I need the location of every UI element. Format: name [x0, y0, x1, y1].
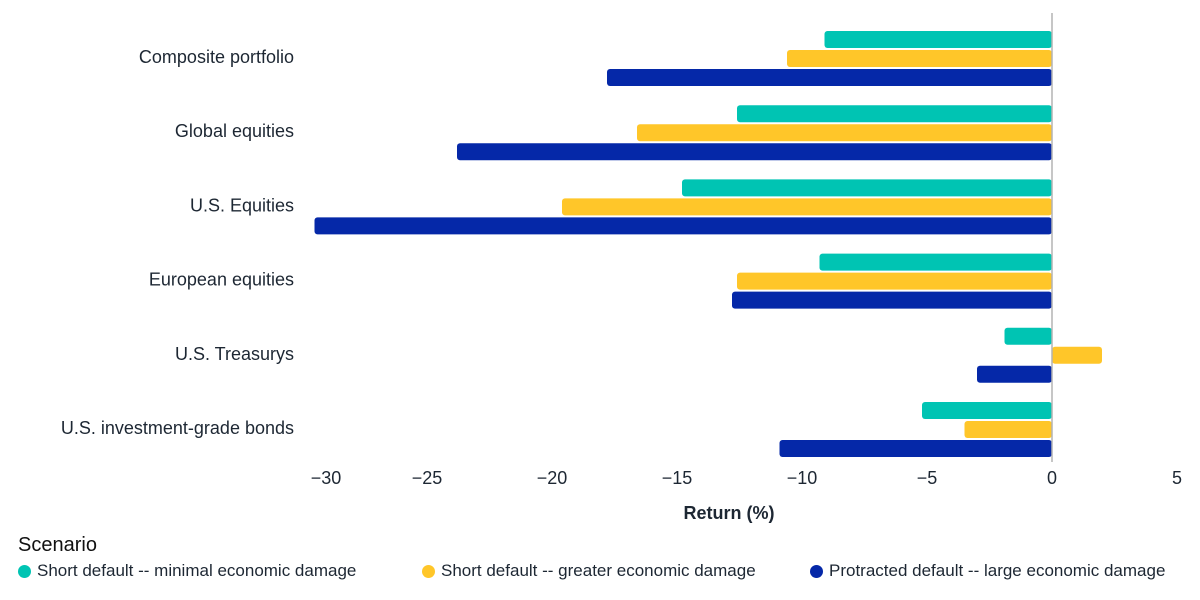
x-tick-label: 5: [1172, 468, 1182, 488]
legend-dot-icon: [18, 564, 31, 578]
x-tick-label: −5: [917, 468, 938, 488]
bar-0-0: [824, 31, 1052, 48]
category-label: European equities: [149, 270, 294, 290]
x-axis-title: Return (%): [684, 503, 775, 523]
bar-5-2: [779, 440, 1052, 457]
bar-0-1: [787, 50, 1052, 67]
legend-item[interactable]: Protracted default -- large economic dam…: [810, 561, 1165, 581]
bar-4-0: [1004, 327, 1052, 345]
category-label: U.S. Treasurys: [175, 344, 294, 364]
bar-1-1: [637, 124, 1052, 142]
bar-3-2: [732, 291, 1052, 309]
bar-2-1: [562, 198, 1052, 216]
bar-1-0: [737, 105, 1052, 123]
legend-items: Short default -- minimal economic damage…: [18, 561, 1198, 585]
x-tick-label: 0: [1047, 468, 1057, 488]
bar-4-1: [1052, 346, 1102, 364]
bar-0-2: [607, 69, 1052, 86]
bar-2-0: [682, 179, 1052, 197]
legend-dot-icon: [810, 564, 823, 578]
x-tick-label: −15: [662, 468, 693, 488]
legend-dot-icon: [422, 564, 435, 578]
category-label: U.S. investment-grade bonds: [61, 418, 294, 438]
legend-label: Short default -- greater economic damage: [441, 561, 756, 580]
bar-3-1: [737, 272, 1052, 290]
category-label: Composite portfolio: [139, 47, 294, 67]
bar-chart: Composite portfolio Global equities U.S. E…: [61, 13, 1182, 523]
x-tick-label: −30: [311, 468, 342, 488]
legend-label: Short default -- minimal economic damage: [37, 561, 357, 580]
category-label: Global equities: [175, 121, 294, 141]
legend-label: Protracted default -- large economic dam…: [829, 561, 1166, 580]
category-label: U.S. Equities: [190, 195, 294, 215]
bar-1-2: [457, 143, 1052, 161]
legend-item[interactable]: Short default -- greater economic damage: [422, 561, 756, 581]
legend: Scenario Short default -- minimal econom…: [18, 534, 1198, 585]
category-labels: Composite portfolio Global equities U.S. E…: [61, 47, 294, 438]
x-tick-label: −25: [412, 468, 443, 488]
x-tick-label: −10: [787, 468, 818, 488]
bar-4-2: [977, 365, 1052, 383]
bar-2-2: [314, 217, 1052, 235]
x-tick-label: −20: [537, 468, 568, 488]
legend-item[interactable]: Short default -- minimal economic damage: [18, 561, 356, 581]
x-tick-labels: −30 −25 −20 −15 −10 −5 0 5: [311, 468, 1182, 488]
bar-5-0: [922, 402, 1052, 419]
bar-5-1: [964, 421, 1052, 438]
bars-group: [314, 31, 1102, 457]
legend-title: Scenario: [18, 534, 97, 556]
bar-3-0: [819, 253, 1052, 271]
